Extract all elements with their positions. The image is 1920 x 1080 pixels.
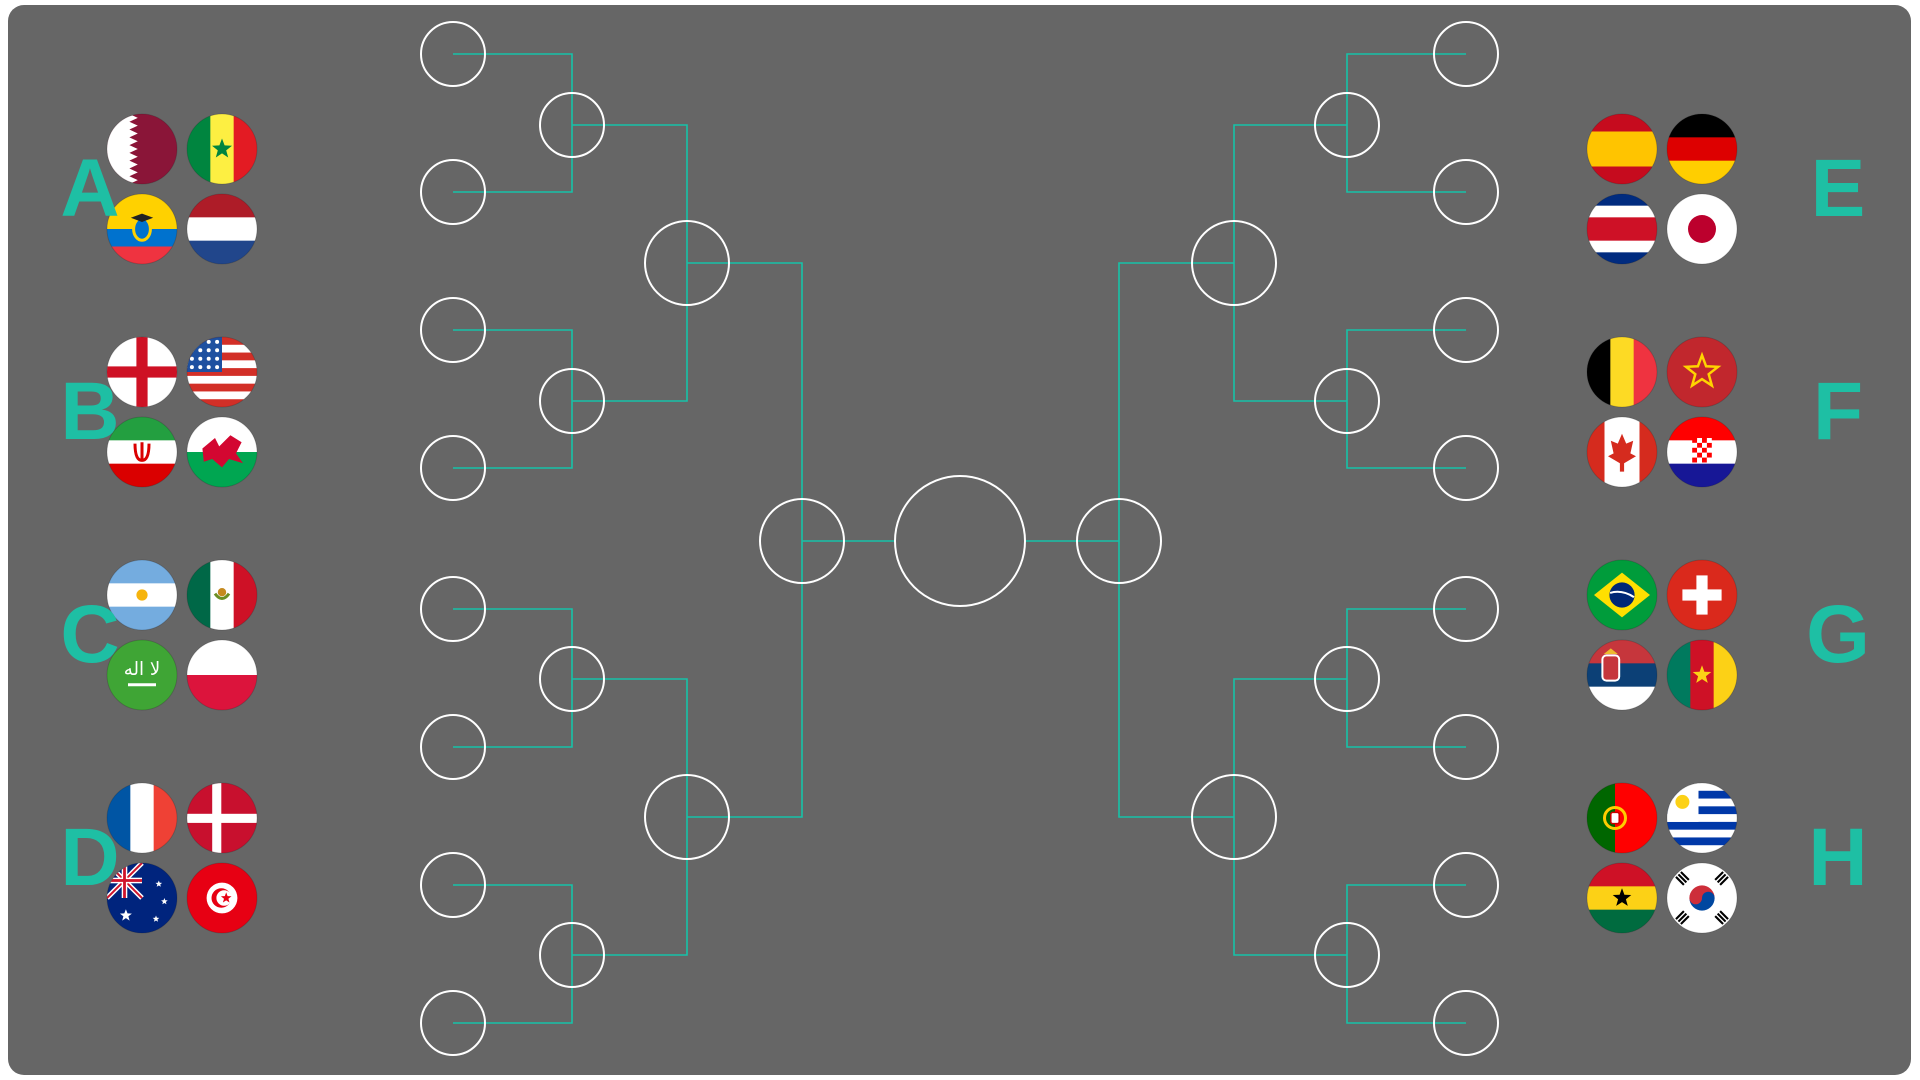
ghana-flag-icon [1587,863,1657,933]
right-qf-connector [1233,124,1347,402]
left-round-of-16-slot[interactable] [420,576,486,642]
left-qf-connector [572,124,688,402]
right-sf-connector [1118,262,1234,818]
left-semi-final-slot[interactable] [644,774,730,860]
right-quarter-final-slot[interactable] [1314,646,1380,712]
group-letter-f: F [1812,366,1864,457]
left-sf-connector [687,262,803,818]
left-quarter-final-slot[interactable] [539,922,605,988]
left-round-of-16-slot[interactable] [420,159,486,225]
australia-flag-icon [107,863,177,933]
left-final-entry-slot[interactable] [759,498,845,584]
qatar-flag-icon [107,114,177,184]
right-round-of-16-slot[interactable] [1433,297,1499,363]
brazil-flag-icon [1587,560,1657,630]
right-semi-final-slot[interactable] [1191,220,1277,306]
right-round-of-16-slot[interactable] [1433,435,1499,501]
left-quarter-final-slot[interactable] [539,92,605,158]
right-quarter-final-slot[interactable] [1314,922,1380,988]
france-flag-icon [107,783,177,853]
right-r16-connector [1346,329,1466,469]
left-round-of-16-slot[interactable] [420,21,486,87]
japan-flag-icon [1667,194,1737,264]
germany-flag-icon [1667,114,1737,184]
right-round-of-16-slot[interactable] [1433,21,1499,87]
argentina-flag-icon [107,560,177,630]
denmark-flag-icon [187,783,257,853]
group-letter-d: D [60,812,120,903]
right-round-of-16-slot[interactable] [1433,159,1499,225]
mexico-flag-icon [187,560,257,630]
right-round-of-16-slot[interactable] [1433,852,1499,918]
group-letter-c: C [60,589,120,680]
right-round-of-16-slot[interactable] [1433,714,1499,780]
morocco-flag-icon [1667,337,1737,407]
left-round-of-16-slot[interactable] [420,297,486,363]
switzerland-flag-icon [1667,560,1737,630]
right-r16-connector [1346,884,1466,1024]
south-korea-flag-icon [1667,863,1737,933]
right-r16-connector [1346,608,1466,748]
usa-flag-icon [187,337,257,407]
england-flag-icon [107,337,177,407]
belgium-flag-icon [1587,337,1657,407]
cameroon-flag-icon [1667,640,1737,710]
right-round-of-16-slot[interactable] [1433,990,1499,1056]
svg-text:ﻻ اله: ﻻ اله [124,659,161,680]
left-qf-connector [572,678,688,956]
right-final-entry-slot[interactable] [1076,498,1162,584]
left-quarter-final-slot[interactable] [539,368,605,434]
costa-rica-flag-icon [1587,194,1657,264]
uruguay-flag-icon [1667,783,1737,853]
right-quarter-final-slot[interactable] [1314,92,1380,158]
left-round-of-16-slot[interactable] [420,714,486,780]
saudi-arabia-flag-icon: ﻻ اله [107,640,177,710]
tunisia-flag-icon [187,863,257,933]
right-qf-connector [1233,678,1347,956]
netherlands-flag-icon [187,194,257,264]
left-r16-connector [453,608,573,748]
left-quarter-final-slot[interactable] [539,646,605,712]
senegal-flag-icon [187,114,257,184]
right-r16-connector [1346,53,1466,193]
left-r16-connector [453,884,573,1024]
group-letter-b: B [60,366,120,457]
group-letter-h: H [1808,812,1868,903]
right-round-of-16-slot[interactable] [1433,576,1499,642]
right-quarter-final-slot[interactable] [1314,368,1380,434]
spain-flag-icon [1587,114,1657,184]
left-round-of-16-slot[interactable] [420,990,486,1056]
serbia-flag-icon [1587,640,1657,710]
group-letter-e: E [1810,143,1866,234]
final-slot[interactable] [894,475,1026,607]
left-round-of-16-slot[interactable] [420,435,486,501]
group-letter-g: G [1806,589,1870,680]
left-round-of-16-slot[interactable] [420,852,486,918]
right-semi-final-slot[interactable] [1191,774,1277,860]
left-r16-connector [453,53,573,193]
croatia-flag-icon [1667,417,1737,487]
left-r16-connector [453,329,573,469]
left-semi-final-slot[interactable] [644,220,730,306]
iran-flag-icon [107,417,177,487]
group-letter-a: A [60,143,120,234]
